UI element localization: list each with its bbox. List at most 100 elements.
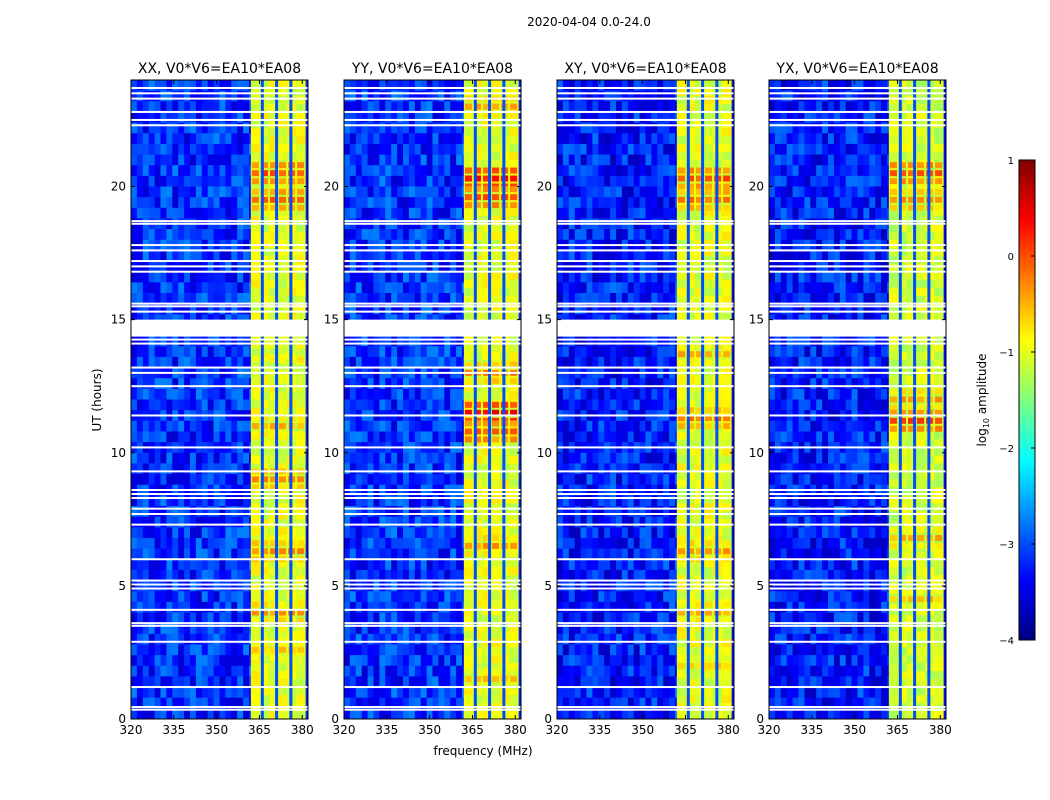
- heatmap-cell: [580, 378, 587, 390]
- flagged-row: [344, 371, 521, 374]
- heatmap-cell: [450, 388, 457, 400]
- hotspot: [464, 167, 472, 174]
- heatmap-cell: [604, 527, 611, 539]
- heatmap-cell: [213, 431, 220, 443]
- heatmap-cell: [178, 601, 185, 613]
- heatmap-cell: [639, 186, 646, 198]
- heatmap-cell: [219, 612, 226, 624]
- heatmap-cell: [243, 388, 250, 400]
- heatmap-cell: [450, 335, 457, 347]
- heatmap-cell: [586, 229, 593, 241]
- flagged-row: [344, 366, 521, 369]
- heatmap-cell: [355, 133, 363, 145]
- heatmap-cell: [136, 80, 144, 92]
- band-cell: [296, 575, 306, 584]
- band-cell: [250, 247, 261, 257]
- heatmap-cell: [195, 580, 203, 592]
- flagged-row: [131, 583, 308, 586]
- heatmap-cell: [391, 537, 398, 550]
- hotspot: [464, 111, 472, 118]
- heatmap-cell: [450, 527, 457, 539]
- heatmap-cell: [237, 537, 244, 550]
- band-cell: [472, 223, 483, 233]
- heatmap-cell: [142, 601, 150, 613]
- hotspot: [473, 186, 481, 193]
- heatmap-cell: [639, 122, 646, 134]
- heatmap-cell: [201, 580, 209, 592]
- heatmap-cell: [562, 463, 570, 475]
- heatmap-cell: [420, 633, 428, 645]
- heatmap-cell: [456, 559, 463, 571]
- heatmap-cell: [610, 474, 617, 486]
- heatmap-cell: [391, 601, 398, 613]
- band-cell: [278, 343, 288, 353]
- hotspot: [269, 654, 278, 661]
- heatmap-cell: [213, 506, 220, 518]
- heatmap-cell: [444, 399, 451, 411]
- heatmap-cell: [243, 90, 250, 102]
- heatmap-cell: [414, 133, 422, 145]
- heatmap-cell: [219, 601, 226, 613]
- heatmap-cell: [385, 420, 392, 432]
- heatmap-cell: [131, 495, 138, 507]
- heatmap-cell: [148, 388, 156, 400]
- heatmap-cell: [557, 527, 564, 539]
- band-cell: [250, 359, 261, 369]
- flagged-row: [131, 220, 308, 223]
- heatmap-cell: [403, 495, 410, 507]
- heatmap-cell: [432, 122, 439, 134]
- heatmap-cell: [438, 655, 445, 667]
- heatmap-cell: [367, 431, 374, 443]
- heatmap-cell: [391, 559, 398, 571]
- heatmap-cell: [598, 207, 605, 219]
- heatmap-cell: [131, 90, 138, 102]
- heatmap-cell: [633, 388, 641, 400]
- band-cell: [472, 679, 483, 688]
- heatmap-cell: [201, 356, 209, 369]
- heatmap-cell: [142, 346, 150, 358]
- heatmap-cell: [574, 569, 582, 582]
- heatmap-cell: [432, 676, 439, 688]
- band-cell: [259, 383, 270, 393]
- hotspot: [492, 436, 500, 443]
- heatmap-cell: [207, 697, 215, 709]
- heatmap-cell: [184, 175, 191, 187]
- band-cell: [278, 511, 288, 520]
- heatmap-cell: [568, 474, 576, 486]
- heatmap-cell: [373, 506, 380, 518]
- heatmap-cell: [414, 474, 422, 486]
- band-cell: [268, 383, 279, 393]
- heatmap-cell: [574, 506, 582, 518]
- heatmap-cell: [178, 143, 185, 156]
- band-cell: [463, 135, 474, 145]
- heatmap-cell: [361, 175, 369, 187]
- band-cell: [491, 607, 501, 616]
- heatmap-cell: [391, 633, 398, 645]
- heatmap-cell: [213, 356, 220, 369]
- heatmap-cell: [610, 165, 617, 177]
- heatmap-cell: [438, 697, 445, 709]
- heatmap-cell: [195, 708, 203, 719]
- heatmap-cell: [645, 601, 652, 613]
- heatmap-cell: [373, 495, 380, 507]
- heatmap-cell: [639, 601, 646, 613]
- heatmap-cell: [379, 335, 386, 347]
- hotspot: [482, 186, 491, 193]
- heatmap-cell: [344, 474, 351, 486]
- band-cell: [481, 655, 492, 664]
- y-tick-label: 20: [111, 180, 126, 194]
- heatmap-cell: [172, 250, 179, 262]
- heatmap-cell: [557, 122, 564, 134]
- heatmap-cell: [195, 229, 203, 241]
- band-cell: [509, 575, 519, 584]
- heatmap-cell: [154, 90, 161, 102]
- hotspot: [473, 202, 481, 209]
- heatmap-cell: [207, 207, 215, 219]
- heatmap-cell: [367, 548, 374, 560]
- heatmap-cell: [592, 431, 599, 443]
- band-cell: [472, 695, 483, 704]
- heatmap-cell: [172, 165, 179, 177]
- heatmap-cell: [355, 708, 363, 719]
- heatmap-cell: [456, 452, 463, 464]
- heatmap-cell: [355, 356, 363, 369]
